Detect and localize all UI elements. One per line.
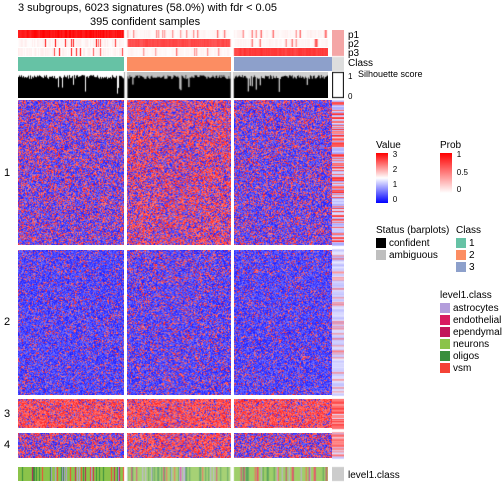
value-colorbar	[376, 153, 388, 203]
row-label-1: 1	[4, 167, 10, 179]
l1-item-3: neurons	[440, 339, 504, 350]
class-strip	[18, 57, 328, 71]
l1-item-4: oligos	[440, 351, 504, 362]
prob-tick-1: 1	[457, 151, 461, 159]
class-legend-title: Class	[456, 225, 481, 236]
value-tick-0: 0	[393, 196, 397, 204]
level1-strip-label: level1.class	[348, 470, 400, 481]
title-sub: 395 confident samples	[90, 16, 200, 28]
status-label-0: confident	[389, 238, 430, 249]
plot-area: 1 2 3 4	[18, 30, 328, 485]
p1-strip	[18, 30, 328, 38]
p3-strip	[18, 48, 328, 56]
l1-item-2: ependymal	[440, 327, 504, 338]
l1-item-0: astrocytes	[440, 303, 504, 314]
class-item-2: 2	[456, 250, 481, 261]
class-panel-1	[18, 57, 124, 71]
l1-label-5: vsm	[453, 363, 471, 374]
class-item-3: 3	[456, 262, 481, 273]
silh-tick-1: 1	[348, 72, 352, 81]
value-legend: Value 3 2 1 0	[376, 140, 401, 205]
l1-label-1: endothelial	[453, 315, 501, 326]
class-panel-2	[127, 57, 230, 71]
class-legend: Class 1 2 3	[456, 225, 481, 274]
silh-tick-0: 0	[348, 92, 352, 101]
class-label-2: 3	[469, 262, 475, 273]
prob-tick-05: 0.5	[457, 169, 468, 177]
class-label-1: 2	[469, 250, 475, 261]
status-label-1: ambiguous	[389, 250, 438, 261]
l1-label-0: astrocytes	[453, 303, 499, 314]
prob-tick-0: 0	[457, 186, 461, 194]
row-label-2: 2	[4, 316, 10, 328]
title-main: 3 subgroups, 6023 signatures (58.0%) wit…	[18, 2, 277, 14]
value-legend-title: Value	[376, 140, 401, 151]
side-prob-column	[332, 30, 344, 485]
row-label-4: 4	[4, 439, 10, 451]
heatmap	[18, 100, 328, 463]
value-tick-3: 3	[393, 151, 397, 159]
value-tick-2: 2	[393, 166, 397, 174]
level1-legend-title: level1.class	[440, 290, 504, 301]
row-label-3: 3	[4, 408, 10, 420]
silhouette-label: Silhouette score	[358, 70, 423, 79]
silhouette-strip	[18, 72, 328, 98]
l1-item-1: endothelial	[440, 315, 504, 326]
class-panel-3	[234, 57, 334, 71]
l1-label-2: ependymal	[453, 327, 502, 338]
l1-label-3: neurons	[453, 339, 489, 350]
p2-strip	[18, 39, 328, 47]
class-label-0: 1	[469, 238, 475, 249]
class-strip-label: Class	[348, 58, 373, 69]
class-item-1: 1	[456, 238, 481, 249]
l1-item-5: vsm	[440, 363, 504, 374]
level1-legend: level1.class astrocytes endothelial epen…	[440, 290, 504, 375]
level1-class-strip	[18, 467, 328, 481]
value-tick-1: 1	[393, 181, 397, 189]
prob-colorbar	[440, 153, 452, 193]
prob-legend: Prob 1 0.5 0	[440, 140, 461, 197]
l1-label-4: oligos	[453, 351, 479, 362]
